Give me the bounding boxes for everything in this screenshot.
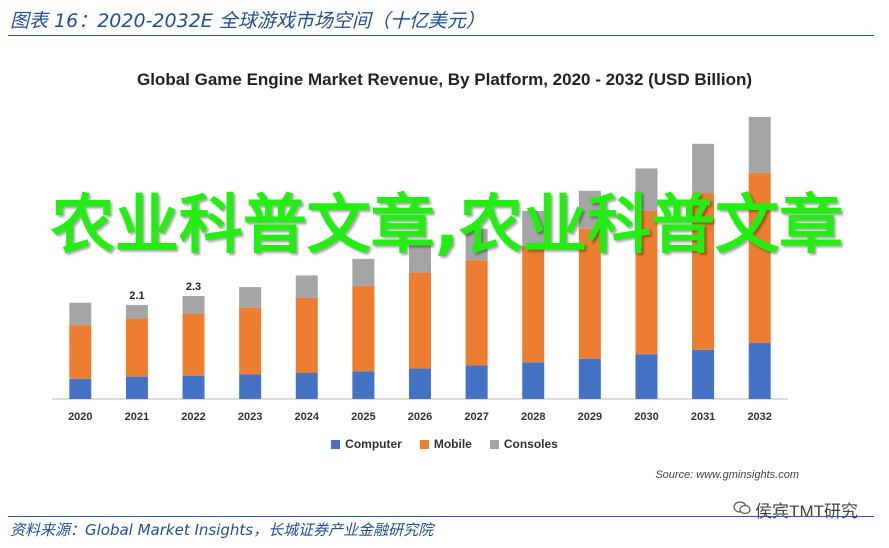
top-rule — [8, 35, 874, 36]
bar-consoles-2032 — [748, 116, 771, 173]
x-tick-2030: 2030 — [634, 411, 658, 423]
bar-computer-2028 — [522, 362, 545, 399]
bar-mobile-2031 — [692, 193, 715, 350]
bar-consoles-2031 — [692, 143, 715, 194]
watermark-overlay: 农业科普文章,农业科普文章 — [50, 189, 844, 263]
bar-mobile-2027 — [465, 260, 488, 366]
bar-mobile-2023 — [239, 307, 262, 375]
bar-computer-2020 — [69, 378, 92, 399]
chart-source: Source: www.gminsights.com — [655, 469, 799, 481]
bar-mobile-2028 — [522, 245, 545, 363]
bar-computer-2031 — [692, 349, 715, 399]
data-label-2021: 2.1 — [129, 290, 144, 302]
legend-label-computer: Computer — [345, 437, 402, 451]
bar-consoles-2021 — [125, 304, 148, 319]
wechat-label: 侯宾TMT研究 — [755, 502, 858, 521]
bar-consoles-2020 — [69, 302, 92, 326]
x-tick-2021: 2021 — [125, 411, 149, 423]
bar-consoles-2028 — [522, 210, 545, 246]
x-tick-2028: 2028 — [521, 411, 545, 423]
bar-consoles-2025 — [352, 258, 375, 286]
bar-consoles-2026 — [409, 243, 431, 273]
bar-consoles-2030 — [635, 168, 658, 211]
figure-title: 图表 16：2020-2032E 全球游戏市场空间（十亿美元） — [10, 10, 485, 32]
bar-computer-2026 — [409, 368, 431, 399]
wechat-badge: 侯宾TMT研究 — [730, 497, 861, 522]
bar-mobile-2024 — [295, 297, 318, 374]
bar-computer-2029 — [578, 358, 601, 399]
legend-item-mobile: Mobile — [419, 437, 472, 451]
x-tick-2020: 2020 — [68, 411, 92, 423]
bar-computer-2027 — [465, 365, 488, 399]
bar-mobile-2030 — [635, 210, 658, 355]
bar-mobile-2026 — [409, 272, 431, 369]
x-tick-2024: 2024 — [295, 411, 320, 423]
x-tick-2022: 2022 — [181, 411, 205, 423]
x-tick-2032: 2032 — [747, 411, 771, 423]
x-tick-2026: 2026 — [408, 411, 432, 423]
x-tick-2031: 2031 — [691, 411, 715, 423]
legend-item-consoles: Consoles — [489, 437, 558, 451]
bottom-rule — [8, 516, 874, 517]
legend-label-consoles: Consoles — [503, 437, 558, 451]
legend-swatch-consoles — [489, 439, 499, 449]
x-tick-2025: 2025 — [351, 411, 375, 423]
chart-title: Global Game Engine Market Revenue, By Pl… — [136, 70, 752, 89]
bar-computer-2021 — [125, 376, 148, 399]
source-footer: 资料来源：Global Market Insights，长城证券产业金融研究院 — [10, 521, 434, 539]
x-tick-2027: 2027 — [464, 411, 488, 423]
bar-mobile-2025 — [352, 285, 375, 372]
x-tick-2023: 2023 — [238, 411, 262, 423]
bar-computer-2023 — [239, 374, 262, 399]
wechat-icon — [733, 500, 751, 520]
bar-computer-2032 — [748, 343, 771, 399]
bar-consoles-2027 — [465, 228, 488, 261]
bar-computer-2030 — [635, 354, 658, 399]
bar-mobile-2021 — [125, 318, 148, 377]
x-tick-2029: 2029 — [578, 411, 602, 423]
bar-computer-2022 — [182, 375, 205, 399]
bar-mobile-2032 — [748, 172, 771, 344]
bar-computer-2024 — [295, 373, 318, 399]
legend-item-computer: Computer — [331, 437, 402, 451]
legend-swatch-mobile — [419, 439, 429, 449]
legend-label-mobile: Mobile — [433, 437, 472, 451]
bar-consoles-2024 — [295, 275, 318, 298]
chart-legend: Computer Mobile Consoles — [0, 437, 889, 451]
bar-consoles-2029 — [578, 190, 601, 229]
bar-mobile-2029 — [578, 228, 601, 359]
legend-swatch-computer — [331, 439, 341, 449]
bar-computer-2025 — [352, 371, 375, 399]
data-label-2022: 2.3 — [186, 281, 201, 293]
bar-consoles-2022 — [182, 296, 205, 314]
bar-mobile-2022 — [182, 313, 205, 376]
bar-mobile-2020 — [69, 325, 92, 379]
bar-consoles-2023 — [239, 287, 262, 308]
